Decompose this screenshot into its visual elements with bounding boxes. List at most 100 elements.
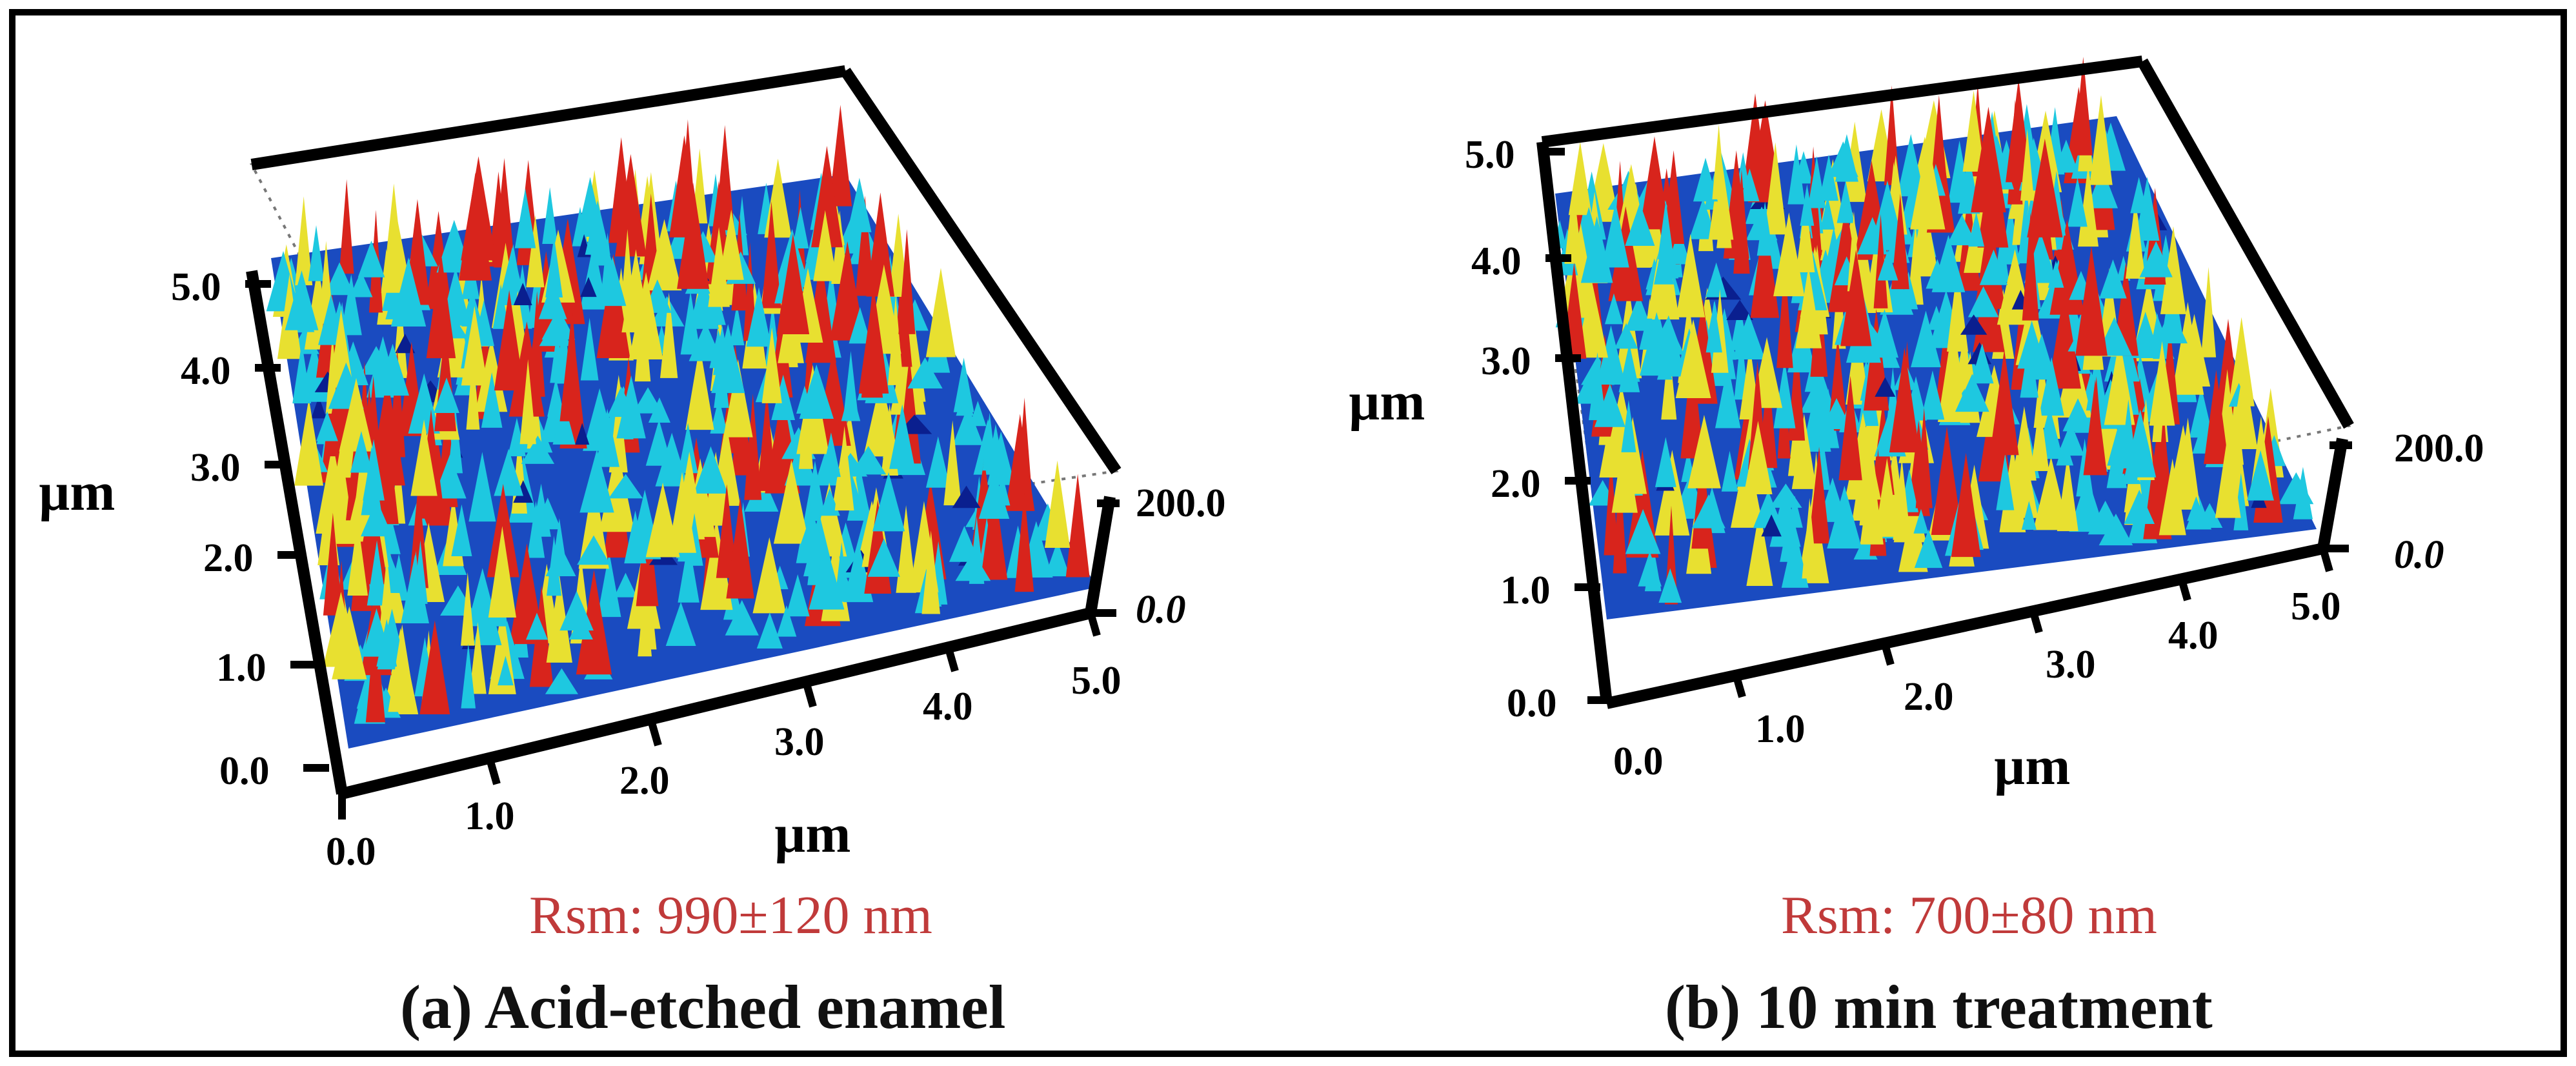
surface-spike: [494, 448, 523, 496]
surface-spike: [1787, 144, 1806, 205]
afm-peaks: [266, 105, 1090, 724]
surface-spike: [1065, 474, 1090, 578]
surface-spike: [361, 499, 393, 537]
surface-spike: [318, 294, 345, 345]
surface-spike: [426, 252, 456, 359]
surface-spike: [1657, 199, 1675, 259]
surface-spike: [2022, 212, 2039, 321]
surface-spike: [2020, 337, 2038, 398]
surface-spike: [2293, 467, 2313, 519]
roughness-label-a: Rsm: 990±120 nm: [529, 885, 932, 945]
surface-spike: [339, 377, 374, 452]
surface-spike: [466, 354, 480, 430]
surface-spike: [2020, 128, 2035, 201]
surface-spike: [461, 572, 475, 646]
surface-spike: [952, 405, 983, 445]
surface-spike: [1746, 508, 1773, 587]
surface-spike: [578, 476, 609, 569]
surface-spike: [872, 472, 905, 532]
surface-spike: [597, 552, 621, 618]
surface-spike: [534, 498, 561, 530]
surface-spike: [811, 146, 843, 248]
surface-spike: [850, 446, 887, 475]
surface-spike: [1820, 196, 1835, 230]
surface-spike: [1875, 377, 1896, 397]
surface-spike: [323, 512, 343, 616]
surface-spike: [473, 592, 502, 645]
surface-spike: [2057, 454, 2078, 532]
z-tick-3: 3.0: [190, 446, 241, 490]
surface-spike: [665, 601, 696, 646]
surface-spike: [2068, 177, 2088, 227]
surface-spike: [408, 480, 428, 588]
surface-spike: [367, 540, 387, 606]
surface-spike: [1613, 464, 1627, 574]
x-tick-0: 0.0: [326, 830, 376, 874]
surface-spike: [459, 172, 492, 281]
surface-spike: [433, 454, 467, 499]
y-tick-0: 0.0: [1136, 588, 1186, 632]
surface-spike: [1875, 458, 1900, 537]
surface-spike: [295, 196, 313, 286]
surface-spike: [2247, 450, 2274, 501]
x-tick-1: 1.0: [465, 794, 515, 838]
surface-spike: [347, 519, 368, 596]
surface-spike: [821, 432, 841, 478]
caption-b: (b) 10 min treatment: [1665, 972, 2213, 1041]
surface-spike: [2086, 168, 2118, 208]
surface-spike: [896, 505, 916, 593]
surface-spike: [694, 446, 728, 494]
z-axis-unit: µm: [1349, 372, 1425, 432]
surface-spike: [1614, 323, 1638, 349]
y-tick-200: 200.0: [2394, 427, 2484, 470]
surface-spike: [1604, 293, 1623, 325]
surface-spike: [792, 206, 809, 248]
surface-spike: [2098, 513, 2133, 546]
surface-spike: [514, 188, 536, 248]
surface-spike: [815, 348, 851, 446]
surface-spike: [2062, 398, 2093, 432]
surface-spike: [1967, 286, 1999, 317]
surface-spike: [2028, 334, 2056, 380]
surface-spike: [1005, 414, 1035, 511]
surface-spike: [1913, 508, 1929, 534]
surface-spike: [1910, 137, 1946, 230]
surface-spike: [1840, 249, 1872, 347]
surface-spike: [2030, 401, 2049, 472]
surface-spike: [1693, 157, 1718, 202]
surface-spike: [340, 274, 362, 336]
z-tick-0: 0.0: [219, 749, 270, 793]
surface-spike: [813, 210, 838, 281]
surface-spike: [659, 292, 678, 378]
surface-spike: [2099, 259, 2127, 299]
surface-spike: [1753, 490, 1784, 528]
x-axis-unit: µm: [1994, 736, 2070, 796]
surface-spike: [980, 481, 1008, 580]
surface-spike: [898, 229, 916, 334]
surface-spike: [580, 277, 597, 297]
surface-spike: [461, 306, 488, 386]
surface-spike: [1819, 154, 1838, 201]
surface-spike: [2200, 266, 2217, 357]
surface-spike: [488, 526, 516, 618]
surface-spike: [847, 177, 872, 232]
surface-spike: [2125, 197, 2146, 279]
surface-spike: [360, 346, 392, 375]
surface-spike: [1911, 310, 1941, 368]
surface-spike: [1712, 124, 1726, 199]
surface-spike: [1989, 349, 2019, 456]
surface-spike: [1736, 152, 1750, 188]
surface-spike: [685, 345, 714, 430]
surface-spike: [982, 412, 997, 471]
surface-spike: [349, 271, 373, 297]
surface-spike: [1842, 121, 1867, 202]
surface-spike: [668, 472, 697, 553]
surface-spike: [955, 552, 991, 581]
surface-spike: [771, 374, 796, 420]
y-axis: [1085, 496, 1116, 614]
surface-spike: [1870, 308, 1898, 358]
surface-spike: [1920, 370, 1945, 420]
surface-spike: [715, 125, 735, 230]
surface-spike: [2139, 241, 2173, 277]
surface-spike: [1687, 414, 1721, 488]
